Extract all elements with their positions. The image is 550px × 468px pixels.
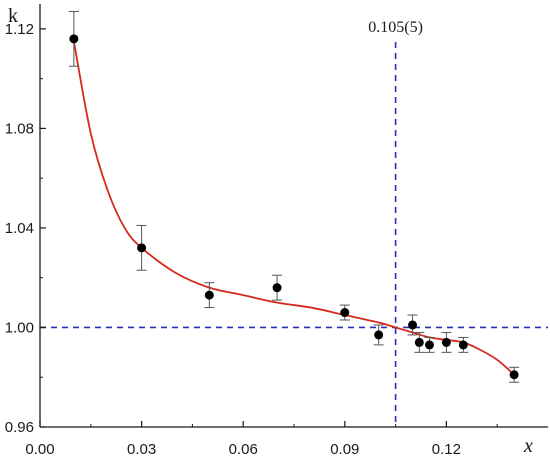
data-point [509,370,519,380]
y-axis-title: k [8,5,18,27]
x-tick-label: 0.12 [432,441,461,458]
x-tick-label: 0.06 [229,441,258,458]
data-point [69,34,79,44]
y-tick-label: 1.00 [5,319,34,336]
y-tick-label: 1.08 [5,120,34,137]
x-tick-label: 0.03 [127,441,156,458]
x-axis-title: x [523,435,533,457]
x-tick-label: 0.09 [330,441,359,458]
x-tick-label: 0.00 [25,441,54,458]
data-point [441,337,451,347]
reference-line-label: 0.105(5) [368,19,423,36]
y-tick-label: 1.04 [5,220,34,237]
data-point [458,340,468,350]
y-tick-label: 0.96 [5,419,34,436]
data-point [408,320,418,330]
data-point [424,340,434,350]
data-point [272,283,282,293]
data-point [204,290,214,300]
fit-curve [72,41,515,376]
data-point [340,308,350,318]
data-point [414,337,424,347]
data-point [374,330,384,340]
y-tick-label: 1.12 [5,21,34,38]
data-point [137,243,147,253]
